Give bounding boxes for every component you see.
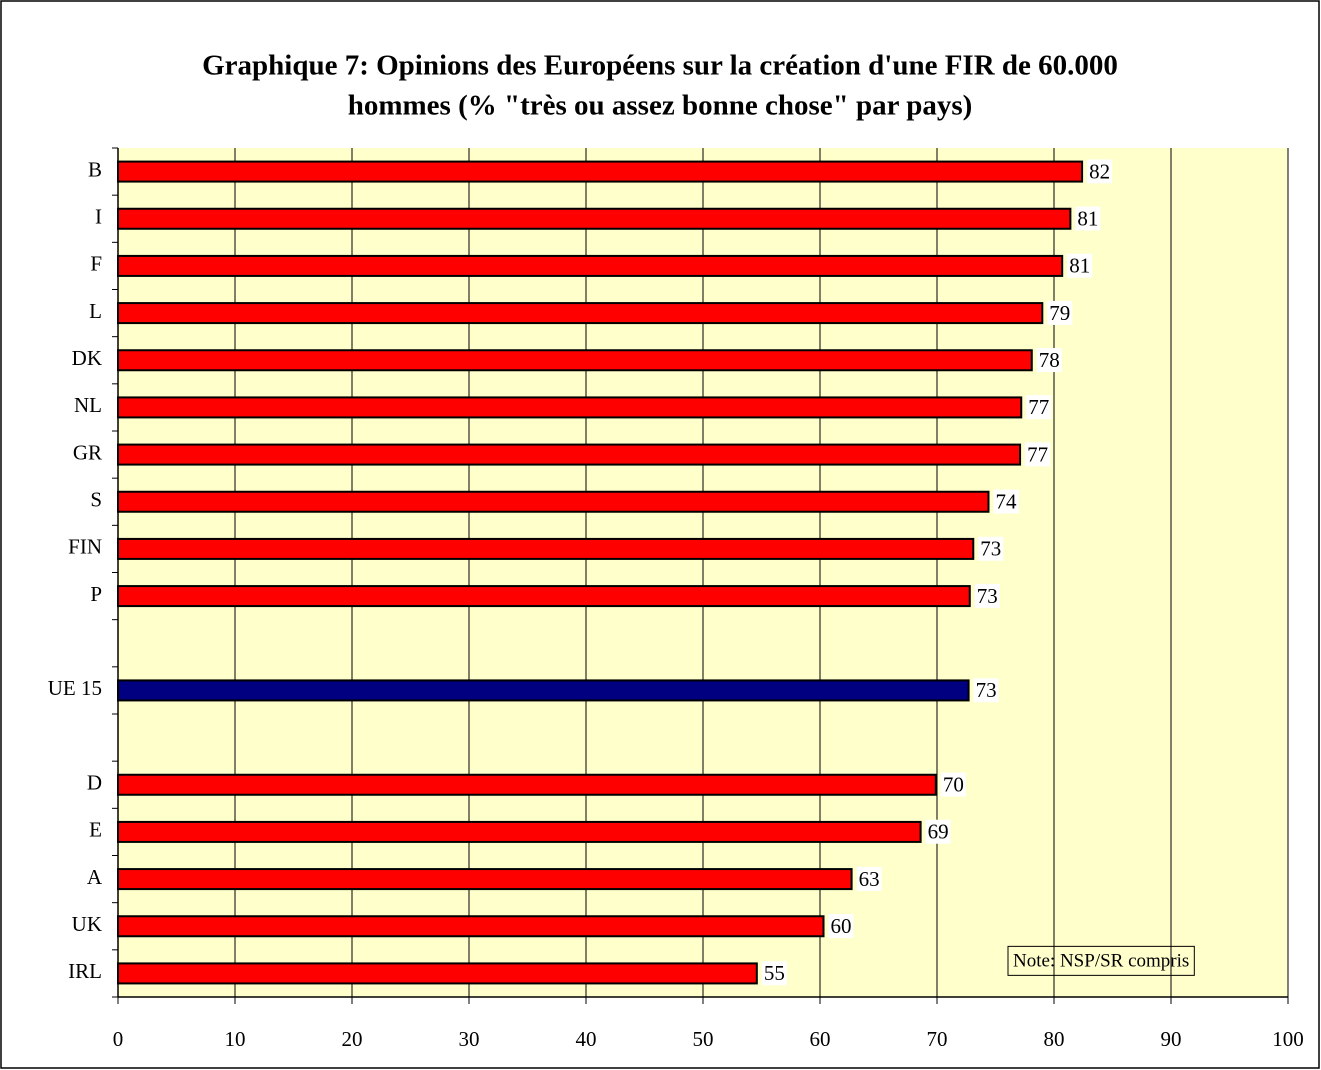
- label-bg: [1087, 159, 1113, 184]
- x-tick-label: 30: [459, 1027, 480, 1051]
- label-bg: [1025, 442, 1051, 467]
- bar: [117, 490, 990, 513]
- data-label: 73: [977, 584, 998, 608]
- label-bg: [828, 914, 854, 939]
- y-tick-label: FIN: [68, 535, 102, 559]
- data-label: 78: [1039, 348, 1060, 372]
- bar: [117, 585, 971, 608]
- y-tick-label: A: [87, 865, 103, 889]
- bar: [117, 396, 1023, 419]
- bar: [117, 962, 758, 985]
- label-bg: [973, 678, 999, 703]
- annotation-box: [1007, 945, 1195, 976]
- data-label: 79: [1049, 301, 1070, 325]
- data-label: 55: [764, 961, 785, 985]
- label-bg: [974, 583, 1000, 608]
- y-tick-label: UK: [72, 912, 102, 936]
- bar: [117, 820, 922, 843]
- data-label: 77: [1027, 442, 1048, 466]
- x-tick-label: 0: [113, 1027, 124, 1051]
- label-bg: [761, 961, 787, 986]
- y-tick-label: I: [95, 205, 102, 229]
- data-label: 60: [831, 914, 852, 938]
- data-label: 82: [1089, 159, 1110, 183]
- x-tick-label: 60: [810, 1027, 831, 1051]
- x-tick-label: 70: [927, 1027, 948, 1051]
- x-tick-label: 90: [1161, 1027, 1182, 1051]
- label-bg: [1075, 206, 1101, 231]
- data-label: 63: [859, 867, 880, 891]
- label-bg: [940, 772, 966, 797]
- y-tick-label: E: [89, 818, 102, 842]
- x-tick-label: 100: [1272, 1027, 1304, 1051]
- bar: [117, 160, 1084, 183]
- data-label: 77: [1028, 395, 1049, 419]
- y-tick-label: L: [89, 299, 102, 323]
- bar: [117, 349, 1033, 372]
- data-label: 69: [928, 820, 949, 844]
- data-label: 81: [1069, 254, 1090, 278]
- bar: [117, 537, 975, 560]
- x-tick-label: 10: [225, 1027, 246, 1051]
- y-tick-label: IRL: [68, 959, 102, 983]
- y-tick-label: B: [88, 157, 102, 181]
- x-tick-label: 80: [1044, 1027, 1065, 1051]
- bar: [117, 302, 1044, 325]
- bar: [117, 207, 1072, 230]
- label-bg: [1026, 395, 1052, 420]
- label-bg: [993, 489, 1019, 514]
- y-tick-label: NL: [74, 393, 102, 417]
- x-tick-label: 40: [576, 1027, 597, 1051]
- y-tick-label: UE 15: [48, 676, 102, 700]
- label-bg: [978, 536, 1004, 561]
- x-tick-label: 20: [342, 1027, 363, 1051]
- data-label: 73: [976, 678, 997, 702]
- y-tick-label: P: [90, 582, 102, 606]
- chart-title: Graphique 7: Opinions des Européens sur …: [202, 50, 1118, 82]
- chart-title: hommes (% "très ou assez bonne chose" pa…: [348, 90, 973, 122]
- bar: [117, 443, 1022, 466]
- y-tick-label: GR: [73, 440, 102, 464]
- data-label: 74: [995, 490, 1017, 514]
- label-bg: [925, 819, 951, 844]
- data-label: 70: [943, 773, 964, 797]
- y-tick-label: F: [90, 252, 102, 276]
- bar: [117, 868, 853, 891]
- bar: [117, 773, 937, 796]
- y-tick-label: S: [90, 488, 102, 512]
- bar: [117, 679, 970, 702]
- label-bg: [1036, 348, 1062, 373]
- label-bg: [1047, 300, 1073, 325]
- bar: [117, 254, 1064, 277]
- label-bg: [1067, 253, 1093, 278]
- data-label: 73: [980, 537, 1001, 561]
- y-tick-label: DK: [72, 346, 102, 370]
- x-tick-label: 50: [693, 1027, 714, 1051]
- data-label: 81: [1077, 207, 1098, 231]
- bar: [117, 915, 825, 938]
- annotation: Note: NSP/SR compris: [1013, 950, 1189, 971]
- y-tick-label: D: [87, 771, 102, 795]
- label-bg: [856, 866, 882, 891]
